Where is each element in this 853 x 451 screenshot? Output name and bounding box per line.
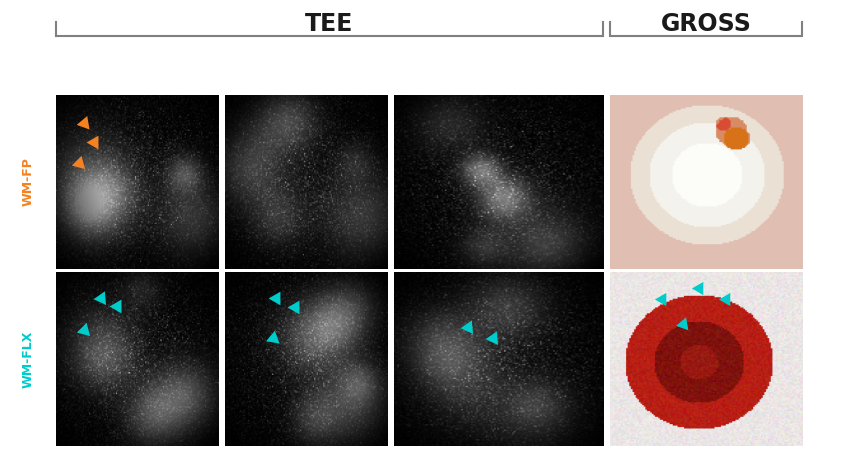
Point [72, 160, 85, 167]
Point [485, 335, 499, 342]
Point [691, 284, 705, 291]
Text: 14-DAYS: 14-DAYS [101, 66, 172, 81]
Text: TEE: TEE [305, 12, 353, 36]
Text: WM-FP: WM-FP [21, 157, 35, 206]
Point [77, 119, 90, 126]
Text: WM-FLX: WM-FLX [21, 331, 35, 388]
Text: 45-DAYS: 45-DAYS [461, 66, 534, 81]
Point [461, 324, 474, 331]
Point [77, 327, 90, 334]
Point [675, 320, 688, 327]
Point [269, 294, 282, 301]
Point [110, 302, 124, 309]
Point [287, 304, 301, 311]
Point [654, 296, 668, 303]
Point [94, 294, 107, 301]
Text: 28-DAYS: 28-DAYS [269, 66, 342, 81]
Point [87, 138, 101, 145]
Text: GROSS: GROSS [659, 12, 751, 36]
Point [266, 335, 280, 342]
Point [718, 296, 732, 303]
